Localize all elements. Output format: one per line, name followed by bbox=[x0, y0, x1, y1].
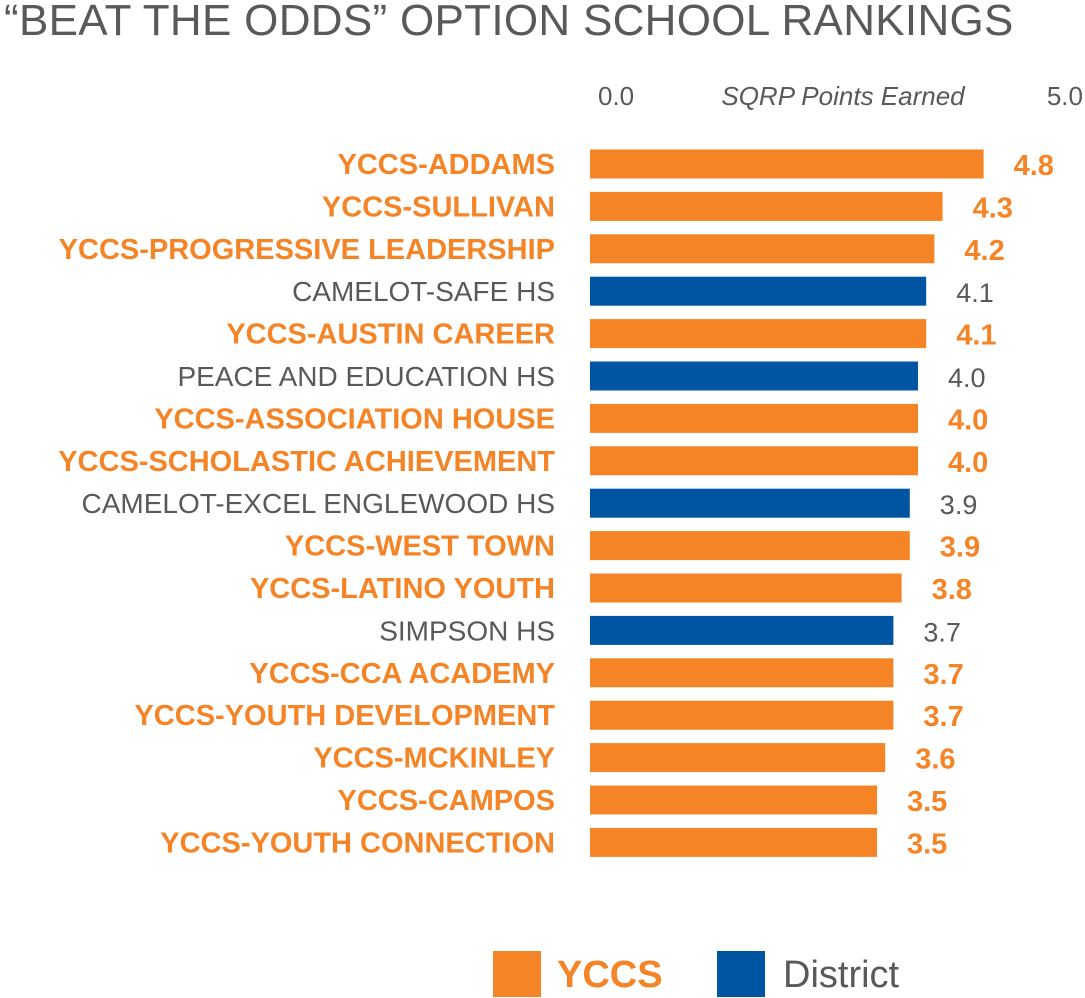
category-label: PEACE AND EDUCATION HS bbox=[177, 361, 555, 392]
category-label: YCCS-ASSOCIATION HOUSE bbox=[154, 403, 555, 435]
bar-yccs bbox=[590, 446, 918, 476]
bar-district bbox=[590, 276, 927, 306]
bar-yccs bbox=[590, 149, 984, 179]
bar-district bbox=[590, 361, 918, 391]
bar-yccs bbox=[590, 319, 927, 349]
value-label: 4.0 bbox=[948, 447, 988, 479]
value-label: 3.9 bbox=[940, 490, 978, 520]
value-label: 4.0 bbox=[948, 404, 988, 436]
value-label: 3.5 bbox=[907, 786, 947, 818]
category-label: YCCS-AUSTIN CAREER bbox=[226, 319, 555, 351]
bar-district bbox=[590, 488, 910, 518]
category-label: YCCS-WEST TOWN bbox=[285, 531, 555, 563]
category-label: YCCS-MCKINLEY bbox=[313, 743, 555, 775]
bar-yccs bbox=[590, 191, 943, 221]
category-label: SIMPSON HS bbox=[379, 615, 555, 646]
value-label: 4.8 bbox=[1014, 150, 1054, 182]
category-label: YCCS-PROGRESSIVE LEADERSHIP bbox=[59, 234, 555, 266]
legend-swatch-district bbox=[717, 951, 765, 997]
axis-tick-label: 0.0 bbox=[598, 81, 634, 111]
category-label: YCCS-YOUTH DEVELOPMENT bbox=[134, 700, 555, 732]
category-label: CAMELOT-SAFE HS bbox=[292, 276, 555, 307]
value-label: 3.7 bbox=[923, 617, 961, 647]
value-label: 4.1 bbox=[956, 278, 994, 308]
value-label: 3.5 bbox=[907, 828, 947, 860]
value-label: 4.1 bbox=[956, 320, 996, 352]
category-label: CAMELOT-EXCEL ENGLEWOOD HS bbox=[82, 488, 556, 519]
value-label: 3.7 bbox=[923, 701, 963, 733]
value-label: 3.6 bbox=[915, 744, 955, 776]
bar-yccs bbox=[590, 743, 886, 773]
category-label: YCCS-ADDAMS bbox=[338, 149, 556, 181]
value-label: 4.3 bbox=[973, 192, 1013, 224]
legend-label-yccs: YCCS bbox=[557, 954, 663, 996]
bar-yccs bbox=[590, 573, 902, 603]
category-label: YCCS-YOUTH CONNECTION bbox=[160, 827, 555, 859]
category-label: YCCS-SULLIVAN bbox=[322, 191, 555, 223]
value-label: 3.9 bbox=[940, 532, 980, 564]
bar-yccs bbox=[590, 658, 894, 688]
category-label: YCCS-CAMPOS bbox=[337, 785, 555, 817]
value-label: 3.8 bbox=[932, 574, 972, 606]
legend-swatch-yccs bbox=[493, 951, 541, 997]
category-label: YCCS-LATINO YOUTH bbox=[250, 573, 555, 605]
bar-yccs bbox=[590, 700, 894, 730]
bar-yccs bbox=[590, 531, 910, 561]
legend-label-district: District bbox=[783, 954, 900, 996]
bar-yccs bbox=[590, 785, 877, 815]
bar-yccs bbox=[590, 827, 877, 857]
bar-yccs bbox=[590, 234, 935, 264]
category-label: YCCS-CCA ACADEMY bbox=[249, 658, 555, 690]
value-label: 3.7 bbox=[923, 659, 963, 691]
value-label: 4.0 bbox=[948, 363, 986, 393]
bar-chart: 0.0 5.0 SQRP Points Earned YCCS-ADDAMS 4.8 YC… bbox=[58, 81, 1083, 860]
axis-tick-label: 5.0 bbox=[1047, 81, 1083, 111]
chart-title: “BEAT THE ODDS” OPTION SCHOOL RANKINGS bbox=[4, 0, 1014, 45]
value-label: 4.2 bbox=[964, 235, 1004, 267]
bar-district bbox=[590, 615, 894, 645]
x-axis-label: SQRP Points Earned bbox=[721, 81, 966, 111]
bar-yccs bbox=[590, 403, 918, 433]
category-label: YCCS-SCHOLASTIC ACHIEVEMENT bbox=[58, 446, 555, 478]
